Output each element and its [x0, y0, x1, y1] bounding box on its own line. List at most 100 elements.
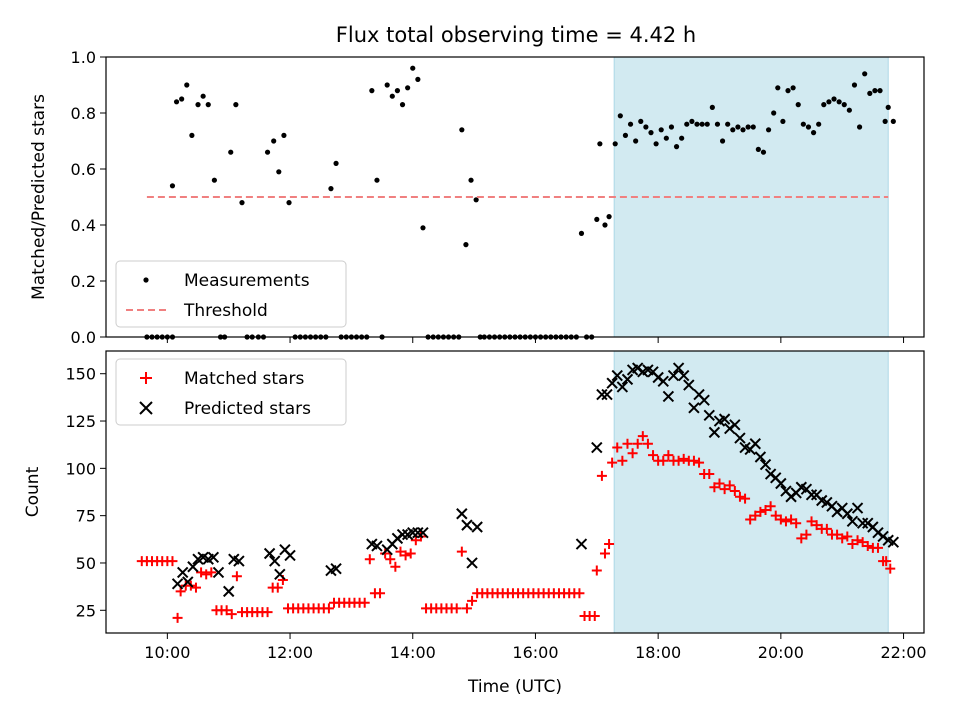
data-point	[172, 612, 183, 623]
data-point	[607, 457, 618, 468]
data-point	[755, 146, 761, 152]
data-point	[694, 121, 700, 127]
data-point	[648, 130, 654, 136]
data-point	[233, 555, 245, 567]
data-point	[704, 469, 715, 480]
data-point	[684, 121, 690, 127]
data-point	[780, 516, 791, 527]
data-point	[887, 536, 900, 548]
data-point	[810, 130, 817, 136]
data-point	[729, 419, 741, 431]
data-point	[451, 603, 462, 614]
y-tick-label: 75	[76, 507, 96, 526]
data-point	[663, 450, 674, 461]
data-point	[867, 90, 873, 96]
data-point	[233, 102, 239, 108]
data-point	[806, 516, 817, 527]
data-point	[396, 528, 409, 541]
data-point	[714, 121, 721, 127]
y-tick-label: 150	[65, 365, 96, 384]
data-point	[704, 121, 710, 127]
data-point	[200, 93, 206, 99]
data-point	[222, 585, 235, 598]
data-point	[729, 486, 740, 497]
data-point	[709, 482, 720, 493]
data-point	[755, 506, 766, 517]
data-point	[182, 576, 194, 588]
data-point	[276, 169, 282, 175]
data-point	[740, 127, 746, 133]
data-point	[226, 609, 237, 620]
data-point	[678, 369, 690, 382]
data-point	[369, 88, 375, 94]
data-point	[775, 514, 786, 525]
data-point	[461, 603, 472, 614]
data-point	[765, 501, 776, 512]
data-point	[596, 388, 608, 401]
data-point	[872, 542, 883, 553]
data-point	[271, 138, 277, 144]
data-point	[678, 453, 689, 464]
data-point	[826, 99, 832, 105]
data-point	[228, 149, 234, 155]
data-point	[821, 102, 827, 108]
data-point	[399, 102, 406, 108]
data-point	[589, 610, 600, 621]
data-point	[841, 102, 847, 108]
data-point	[407, 526, 419, 539]
data-point	[872, 88, 878, 94]
data-point	[281, 132, 287, 138]
series-predicted-stars	[171, 362, 900, 598]
data-point	[730, 127, 736, 133]
x-tick-label: 14:00	[390, 643, 436, 662]
data-point	[169, 183, 176, 189]
data-point	[385, 554, 396, 565]
data-point	[201, 569, 212, 580]
data-point	[673, 455, 684, 466]
data-point	[323, 603, 334, 614]
data-point	[885, 104, 891, 110]
data-point	[735, 124, 741, 130]
data-point	[780, 118, 786, 124]
x-axis-label: Time (UTC)	[467, 677, 562, 697]
data-point	[832, 529, 843, 540]
data-point	[856, 517, 869, 529]
data-point	[785, 88, 791, 94]
data-point	[617, 113, 623, 119]
top-panel: 0.0 0.2 0.4 0.6 0.8 1.0 Matched/Predicted star…	[29, 48, 925, 347]
axes-frame	[105, 350, 925, 634]
data-point	[658, 455, 669, 466]
data-point	[617, 455, 628, 466]
data-point	[612, 442, 623, 453]
data-point	[642, 438, 653, 449]
data-point	[862, 71, 868, 77]
legend-label: Matched stars	[184, 369, 304, 389]
data-point	[206, 567, 217, 578]
data-point	[596, 470, 607, 481]
data-point	[668, 124, 675, 130]
data-point	[745, 124, 751, 130]
data-point	[410, 65, 416, 71]
x-tick-label: 20:00	[758, 643, 804, 662]
data-point	[749, 438, 761, 450]
data-point	[791, 518, 802, 529]
data-point	[699, 121, 705, 127]
data-point	[688, 402, 700, 414]
data-point	[760, 149, 767, 155]
data-point	[591, 441, 603, 454]
y-tick-label: 100	[65, 459, 96, 478]
data-point	[167, 556, 178, 567]
data-point	[847, 539, 858, 550]
data-point	[633, 138, 639, 144]
x-tick-label: 12:00	[267, 643, 313, 662]
data-point	[688, 455, 699, 466]
data-point	[857, 537, 868, 548]
data-point	[862, 540, 873, 551]
data-point	[190, 582, 201, 593]
data-point	[189, 132, 195, 138]
data-point	[211, 177, 217, 183]
legend-label: Predicted stars	[184, 399, 311, 419]
data-point	[740, 493, 751, 504]
data-point	[801, 529, 812, 540]
